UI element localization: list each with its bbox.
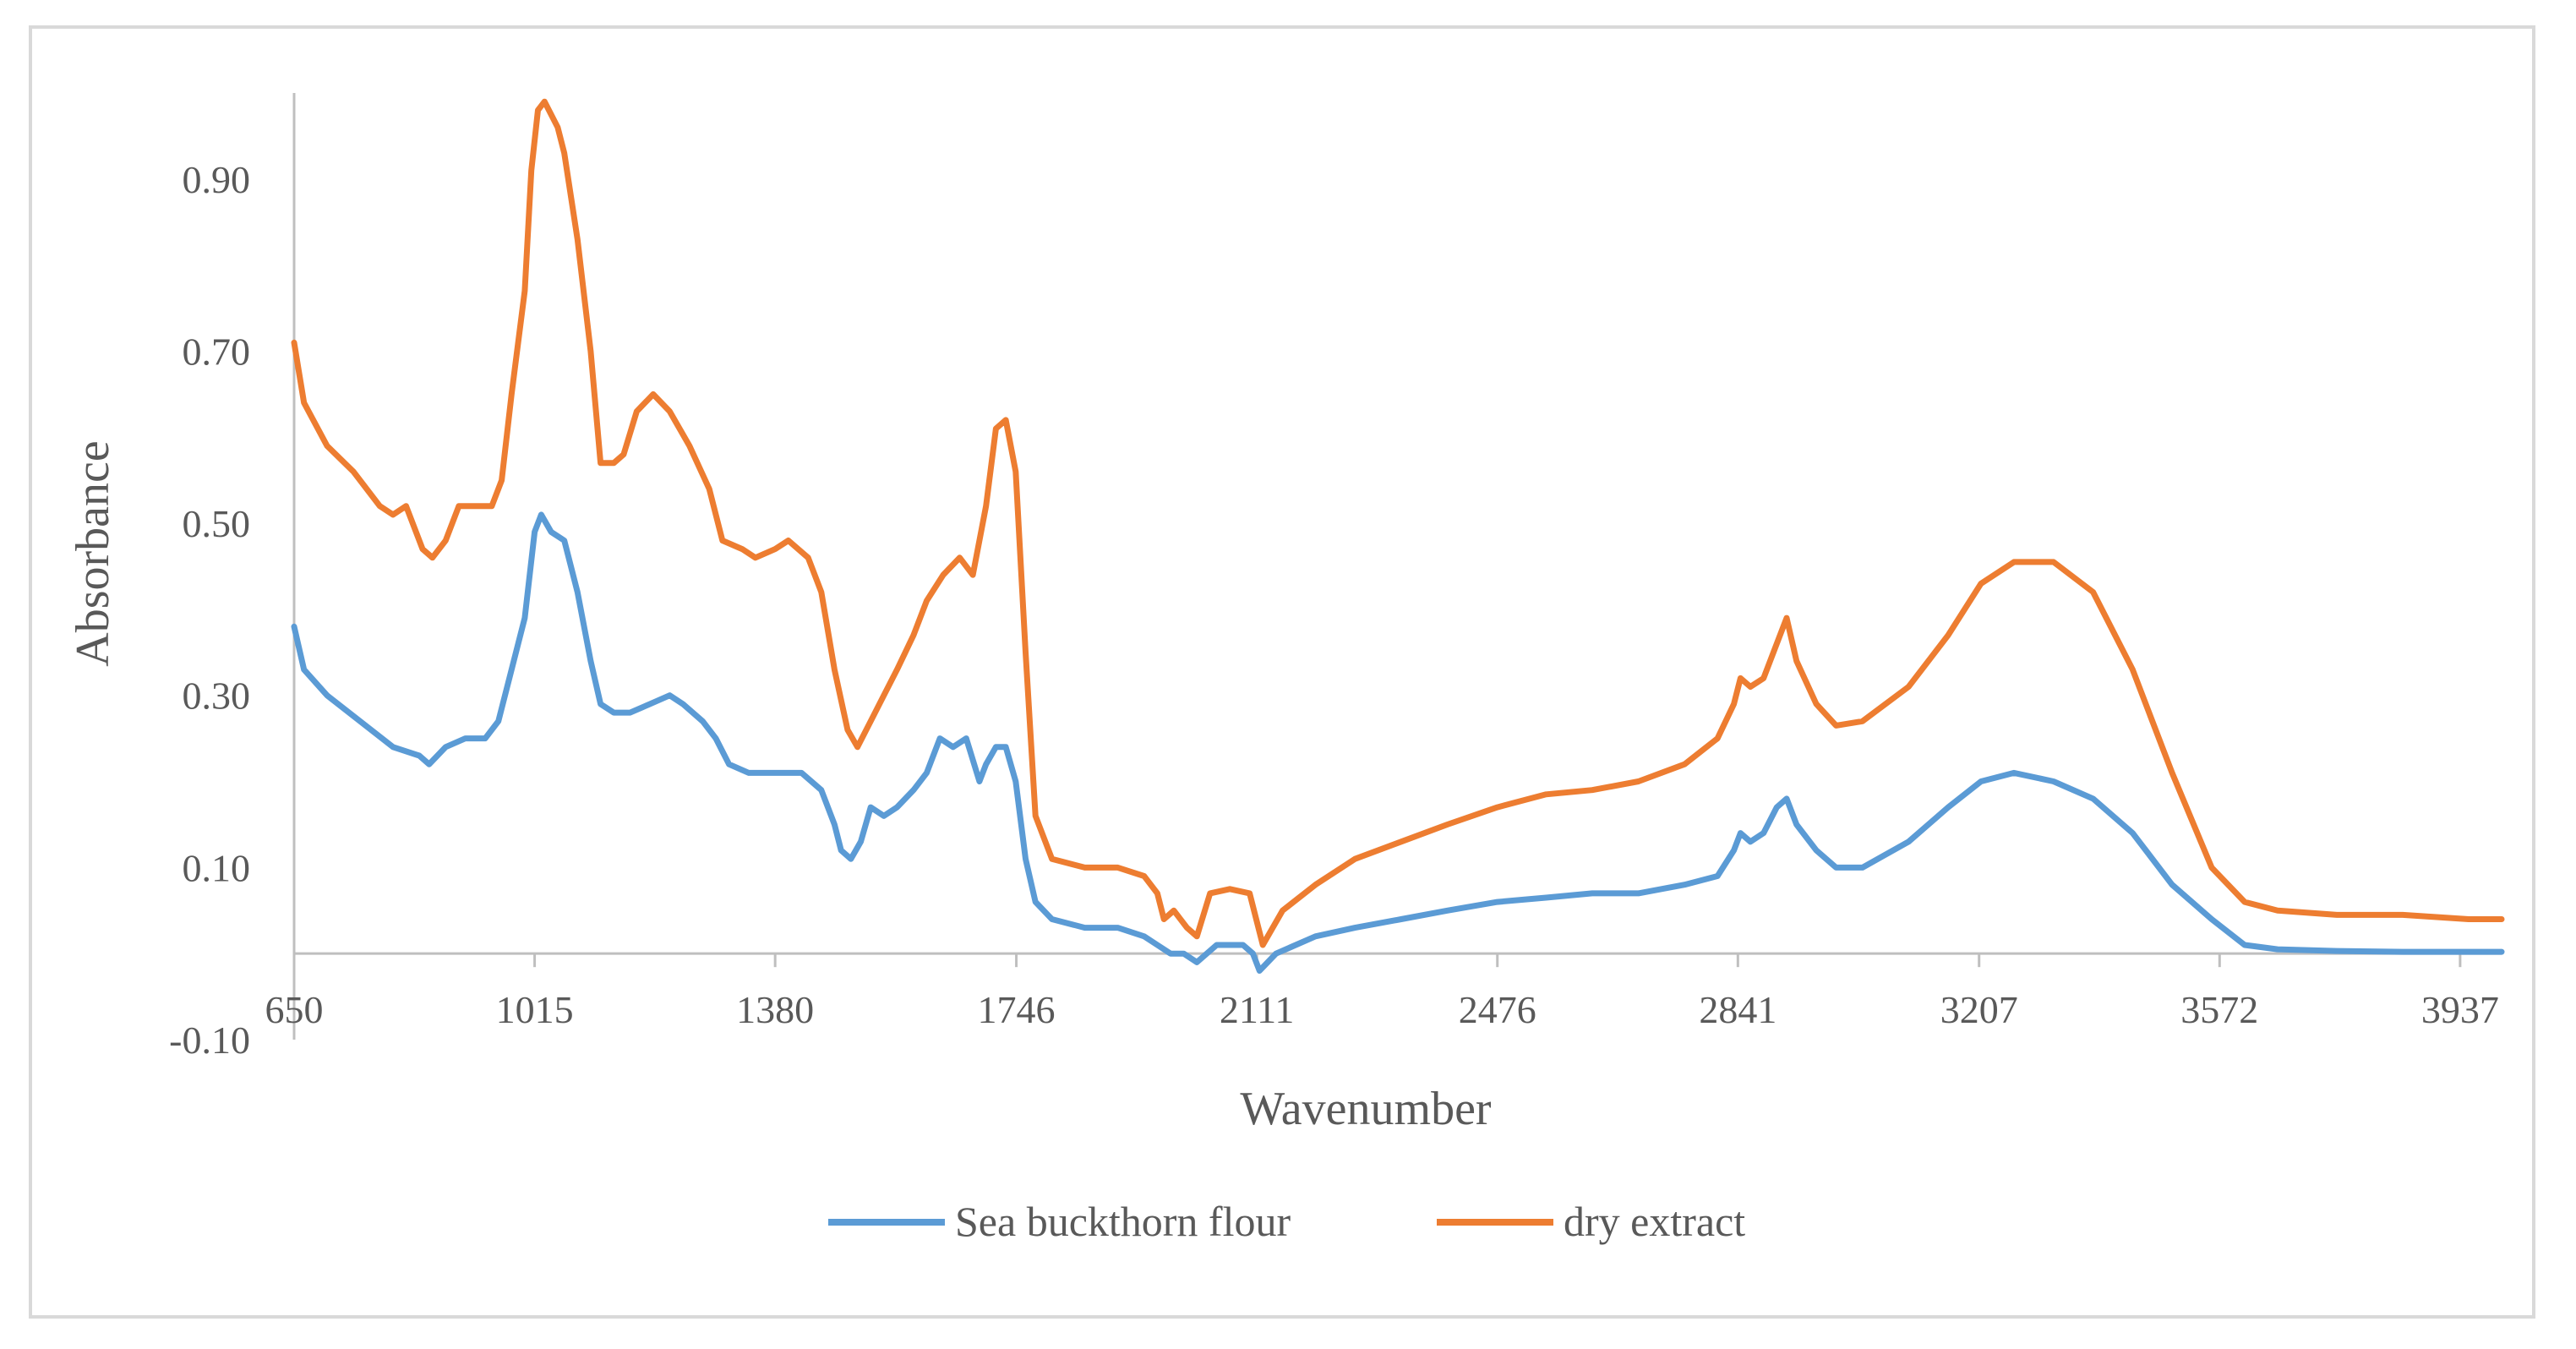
series-line-2: [291, 98, 2505, 948]
y-axis-title: Absorbance: [67, 440, 119, 666]
x-tick-label: 3207: [1940, 988, 2018, 1031]
y-tick-label: 0.50: [183, 502, 251, 545]
legend-label-1: Sea buckthorn flour: [955, 1198, 1291, 1245]
y-tick-label: 0.10: [183, 846, 251, 889]
x-tick-label: 2841: [1699, 988, 1776, 1031]
x-tick-label: 3937: [2421, 988, 2499, 1031]
x-tick-label: 650: [265, 988, 324, 1031]
series-line-1: [291, 511, 2505, 974]
x-axis: 650 1015 1380 1746 2111 2476 2841 3207 3572 3937: [265, 952, 2502, 1031]
x-tick-label: 1015: [496, 988, 574, 1031]
x-tick-label: 2111: [1220, 988, 1295, 1031]
x-tick-label: 2476: [1459, 988, 1536, 1031]
chart-frame: [29, 25, 2535, 1319]
y-tick-label: 0.70: [183, 330, 251, 373]
x-tick-label: 1380: [736, 988, 814, 1031]
y-axis: -0.10 0.10 0.30 0.50 0.70 0.90: [169, 93, 296, 1062]
series-lines: [291, 98, 2505, 974]
y-tick-label: 0.90: [183, 158, 251, 201]
legend: Sea buckthorn flour dry extract: [828, 1198, 1745, 1245]
y-tick-label: -0.10: [169, 1019, 250, 1062]
x-tick-label: 1746: [978, 988, 1056, 1031]
x-axis-title: Wavenumber: [1240, 1083, 1491, 1135]
legend-label-2: dry extract: [1564, 1198, 1745, 1245]
x-tick-label: 3572: [2180, 988, 2258, 1031]
y-tick-label: 0.30: [183, 674, 251, 718]
